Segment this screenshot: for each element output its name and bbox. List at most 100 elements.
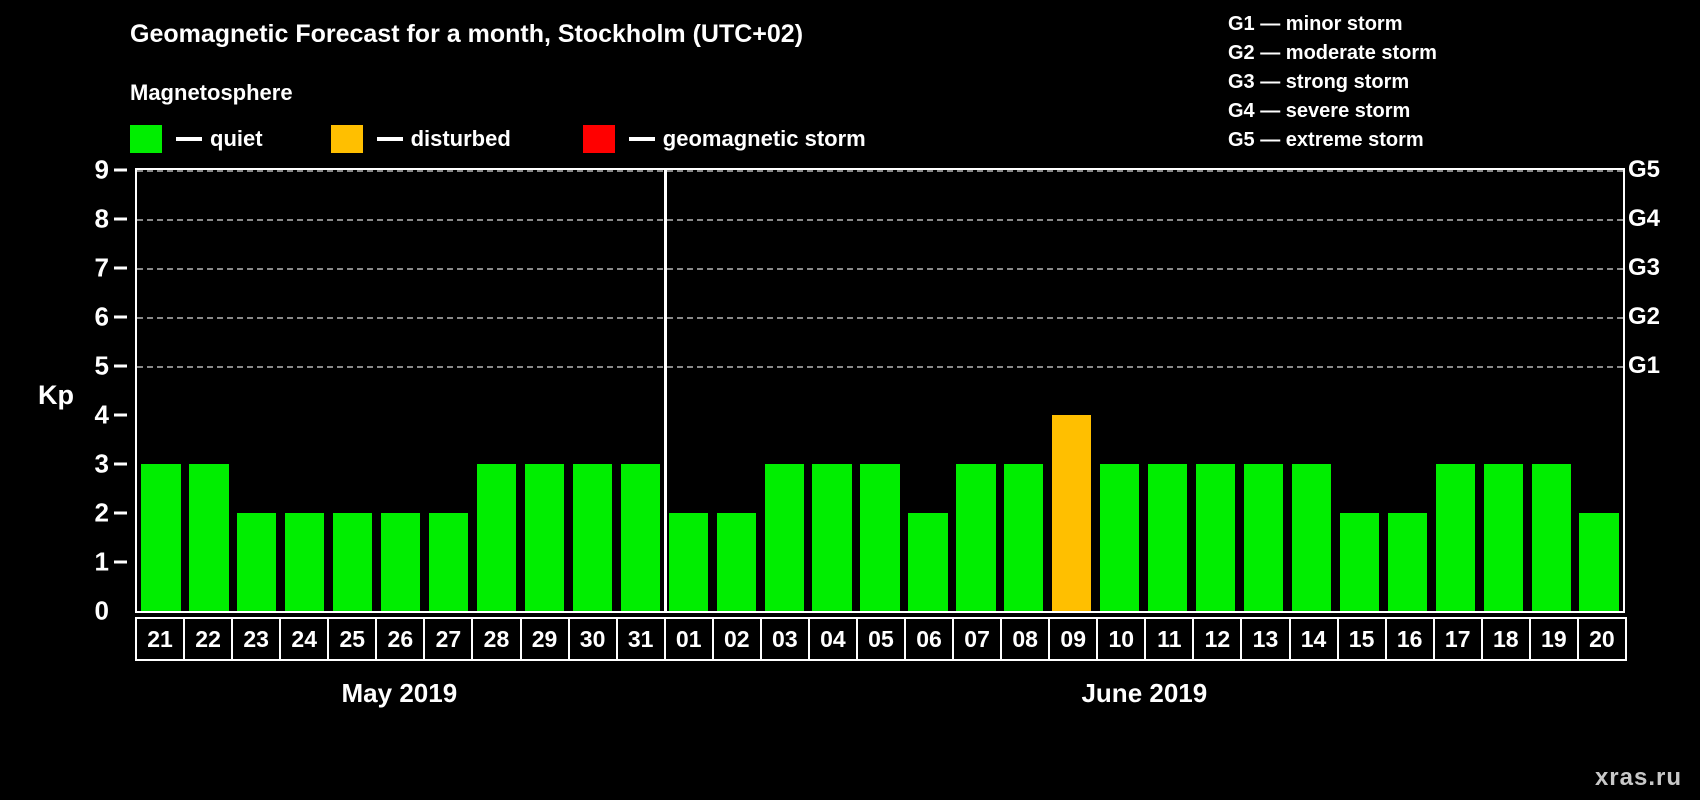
day-label-cell[interactable]: 19 <box>1528 617 1579 661</box>
color-legend: quiet disturbed geomagnetic storm <box>130 122 866 156</box>
day-label-cell[interactable]: 17 <box>1432 617 1483 661</box>
bar[interactable] <box>956 464 996 611</box>
bar-slot[interactable] <box>185 170 233 611</box>
day-label-cell[interactable]: 13 <box>1240 617 1291 661</box>
bar[interactable] <box>620 464 660 611</box>
bar[interactable] <box>1004 464 1044 611</box>
bar-slot[interactable] <box>377 170 425 611</box>
day-label-cell[interactable]: 21 <box>135 617 186 661</box>
bar[interactable] <box>141 464 181 611</box>
bar[interactable] <box>860 464 900 611</box>
bar[interactable] <box>1148 464 1188 611</box>
y-tick-mark <box>114 511 127 515</box>
day-label-cell[interactable]: 04 <box>807 617 858 661</box>
bar[interactable] <box>285 513 325 611</box>
bar-slot[interactable] <box>808 170 856 611</box>
g-axis-tick-label: G4 <box>1628 205 1661 232</box>
bar-slot[interactable] <box>329 170 377 611</box>
bar[interactable] <box>1339 513 1380 611</box>
day-label-cell[interactable]: 16 <box>1384 617 1435 661</box>
day-label-cell[interactable]: 23 <box>231 617 282 661</box>
bar[interactable] <box>1052 415 1092 611</box>
y-tick-label: 5 <box>94 350 109 381</box>
day-label-cell[interactable]: 08 <box>1000 617 1051 661</box>
day-label-cell[interactable]: 27 <box>423 617 474 661</box>
bar-slot[interactable] <box>760 170 808 611</box>
day-label-cell[interactable]: 26 <box>375 617 426 661</box>
bar-slot[interactable] <box>473 170 521 611</box>
bar[interactable] <box>189 464 229 611</box>
bar-slot[interactable] <box>1240 170 1288 611</box>
bar-slot[interactable] <box>1431 170 1479 611</box>
bar-slot[interactable] <box>568 170 616 611</box>
day-label-cell[interactable]: 10 <box>1096 617 1147 661</box>
bar[interactable] <box>812 464 852 611</box>
day-label-cell[interactable]: 06 <box>904 617 955 661</box>
day-label-cell[interactable]: 24 <box>279 617 330 661</box>
bar-slot[interactable] <box>952 170 1000 611</box>
bar[interactable] <box>668 513 708 611</box>
day-label-cell[interactable]: 07 <box>952 617 1003 661</box>
bar[interactable] <box>1483 464 1523 611</box>
day-label-cell[interactable]: 09 <box>1048 617 1099 661</box>
bar-slot[interactable] <box>1575 170 1623 611</box>
bar-slot[interactable] <box>856 170 904 611</box>
bar-slot[interactable] <box>1527 170 1575 611</box>
bar[interactable] <box>1579 513 1619 611</box>
bar[interactable] <box>1100 464 1140 611</box>
bar-slot[interactable] <box>281 170 329 611</box>
day-label-cell[interactable]: 18 <box>1480 617 1531 661</box>
bar[interactable] <box>1387 513 1427 611</box>
bar-slot[interactable] <box>1383 170 1431 611</box>
month-caption: June 2019 <box>1081 678 1208 708</box>
bar[interactable] <box>476 464 517 611</box>
day-label-cell[interactable]: 29 <box>519 617 570 661</box>
day-label-cell[interactable]: 28 <box>471 617 522 661</box>
bar[interactable] <box>764 464 804 611</box>
bar-slot[interactable] <box>1288 170 1336 611</box>
bar-slot[interactable] <box>1144 170 1192 611</box>
bar[interactable] <box>1435 464 1475 611</box>
bar[interactable] <box>1531 464 1571 611</box>
orange-swatch <box>330 125 363 153</box>
bar[interactable] <box>428 513 469 611</box>
bar[interactable] <box>1291 464 1332 611</box>
bar-slot[interactable] <box>664 170 712 611</box>
day-label-cell[interactable]: 31 <box>615 617 666 661</box>
bar-slot[interactable] <box>233 170 281 611</box>
day-label-cell[interactable]: 25 <box>327 617 378 661</box>
day-label-cell[interactable]: 15 <box>1336 617 1387 661</box>
day-label-cell[interactable]: 02 <box>711 617 762 661</box>
bar-slot[interactable] <box>712 170 760 611</box>
bar[interactable] <box>381 513 421 611</box>
day-label-cell[interactable]: 22 <box>183 617 234 661</box>
bar[interactable] <box>716 513 756 611</box>
bar-slot[interactable] <box>1048 170 1096 611</box>
bar[interactable] <box>524 464 565 611</box>
day-label-cell[interactable]: 12 <box>1192 617 1243 661</box>
bar-slot[interactable] <box>425 170 473 611</box>
day-label-cell[interactable]: 05 <box>855 617 906 661</box>
legend-dash-icon <box>176 137 202 141</box>
day-label-cell[interactable]: 11 <box>1144 617 1195 661</box>
bar[interactable] <box>237 513 277 611</box>
bar-slot[interactable] <box>1192 170 1240 611</box>
day-label-cell[interactable]: 20 <box>1576 617 1627 661</box>
bar-slot[interactable] <box>1335 170 1383 611</box>
bar[interactable] <box>1243 464 1284 611</box>
bar[interactable] <box>333 513 373 611</box>
bar[interactable] <box>572 464 613 611</box>
bar[interactable] <box>1195 464 1236 611</box>
day-label-cell[interactable]: 30 <box>567 617 618 661</box>
bar-slot[interactable] <box>616 170 664 611</box>
bar-slot[interactable] <box>1479 170 1527 611</box>
bar-slot[interactable] <box>137 170 185 611</box>
bar-slot[interactable] <box>1096 170 1144 611</box>
bar-slot[interactable] <box>1000 170 1048 611</box>
day-label-cell[interactable]: 03 <box>759 617 810 661</box>
day-label-cell[interactable]: 14 <box>1288 617 1339 661</box>
bar-slot[interactable] <box>904 170 952 611</box>
bar-slot[interactable] <box>521 170 569 611</box>
day-label-cell[interactable]: 01 <box>663 617 714 661</box>
bar[interactable] <box>908 513 948 611</box>
